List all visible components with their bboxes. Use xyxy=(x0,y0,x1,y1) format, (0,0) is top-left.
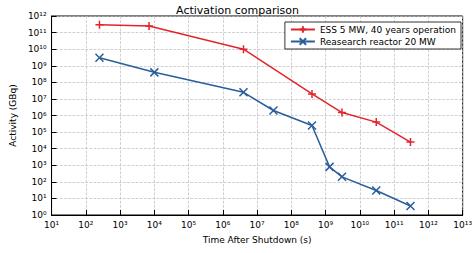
svg-text:Time After Shutdown (s): Time After Shutdown (s) xyxy=(202,235,312,245)
svg-text:10¹²: 10¹² xyxy=(419,220,438,230)
svg-text:10¹⁰: 10¹⁰ xyxy=(351,220,370,230)
svg-text:10⁸: 10⁸ xyxy=(284,220,299,230)
svg-text:10⁹: 10⁹ xyxy=(32,61,47,71)
svg-text:10⁹: 10⁹ xyxy=(318,220,333,230)
svg-text:Activity (GBq): Activity (GBq) xyxy=(8,84,18,146)
svg-text:10⁵: 10⁵ xyxy=(32,127,47,137)
svg-text:10⁶: 10⁶ xyxy=(215,220,230,230)
svg-text:10⁴: 10⁴ xyxy=(32,144,47,154)
svg-text:10⁷: 10⁷ xyxy=(32,94,47,104)
svg-text:10⁰: 10⁰ xyxy=(32,210,47,220)
svg-text:10³: 10³ xyxy=(32,160,47,170)
svg-text:10¹¹: 10¹¹ xyxy=(28,28,47,38)
svg-text:10⁷: 10⁷ xyxy=(250,220,265,230)
svg-text:10²: 10² xyxy=(32,177,47,187)
svg-text:10⁶: 10⁶ xyxy=(32,111,47,121)
svg-text:10¹⁰: 10¹⁰ xyxy=(28,44,47,54)
svg-text:10¹: 10¹ xyxy=(32,193,47,203)
svg-text:10¹³: 10¹³ xyxy=(453,220,472,230)
svg-text:Activation comparison: Activation comparison xyxy=(176,4,299,17)
svg-text:10³: 10³ xyxy=(113,220,128,230)
svg-text:10⁵: 10⁵ xyxy=(181,220,196,230)
svg-text:10²: 10² xyxy=(78,220,93,230)
svg-text:10¹²: 10¹² xyxy=(28,11,47,21)
svg-text:10¹: 10¹ xyxy=(44,220,59,230)
svg-text:ESS 5 MW, 40 years operation: ESS 5 MW, 40 years operation xyxy=(320,25,456,35)
svg-text:Reasearch reactor 20 MW: Reasearch reactor 20 MW xyxy=(320,37,436,47)
svg-text:10⁴: 10⁴ xyxy=(147,220,162,230)
svg-text:10⁸: 10⁸ xyxy=(32,77,47,87)
svg-text:10¹¹: 10¹¹ xyxy=(385,220,404,230)
